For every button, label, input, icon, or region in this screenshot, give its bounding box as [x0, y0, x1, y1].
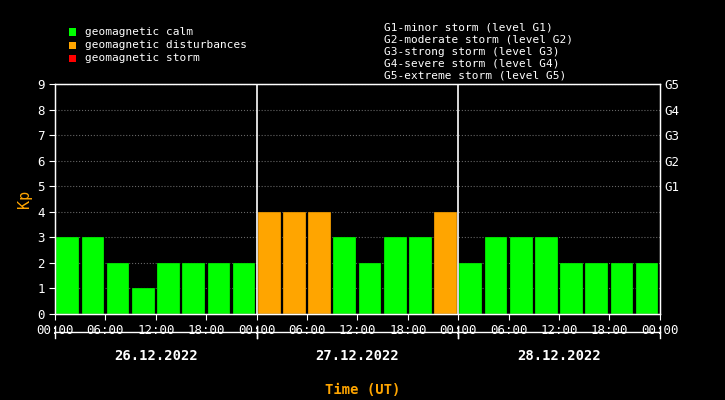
Text: 26.12.2022: 26.12.2022 — [114, 349, 198, 363]
Bar — [384, 237, 407, 314]
Bar — [334, 237, 356, 314]
Bar — [132, 288, 154, 314]
Text: G5-extreme storm (level G5): G5-extreme storm (level G5) — [384, 71, 566, 81]
Text: G1-minor storm (level G1): G1-minor storm (level G1) — [384, 23, 553, 33]
Text: geomagnetic storm: geomagnetic storm — [85, 53, 199, 63]
Bar — [157, 263, 180, 314]
Text: 27.12.2022: 27.12.2022 — [315, 349, 399, 363]
Text: G2-moderate storm (level G2): G2-moderate storm (level G2) — [384, 35, 573, 45]
Bar — [258, 212, 281, 314]
Bar — [484, 237, 507, 314]
Text: 28.12.2022: 28.12.2022 — [517, 349, 601, 363]
Text: Time (UT): Time (UT) — [325, 383, 400, 397]
Text: geomagnetic disturbances: geomagnetic disturbances — [85, 40, 246, 50]
Bar — [359, 263, 381, 314]
Bar — [585, 263, 608, 314]
Text: geomagnetic calm: geomagnetic calm — [85, 27, 193, 37]
Bar — [510, 237, 533, 314]
Bar — [207, 263, 231, 314]
Bar — [460, 263, 482, 314]
Bar — [81, 237, 104, 314]
Bar — [535, 237, 558, 314]
Bar — [182, 263, 205, 314]
Bar — [57, 237, 79, 314]
Bar — [560, 263, 583, 314]
Bar — [636, 263, 658, 314]
Bar — [308, 212, 331, 314]
Text: G3-strong storm (level G3): G3-strong storm (level G3) — [384, 47, 560, 57]
Text: G4-severe storm (level G4): G4-severe storm (level G4) — [384, 59, 560, 69]
Bar — [107, 263, 130, 314]
Bar — [283, 212, 306, 314]
Y-axis label: Kp: Kp — [17, 190, 32, 208]
Bar — [409, 237, 432, 314]
Bar — [610, 263, 634, 314]
Bar — [434, 212, 457, 314]
Bar — [233, 263, 255, 314]
